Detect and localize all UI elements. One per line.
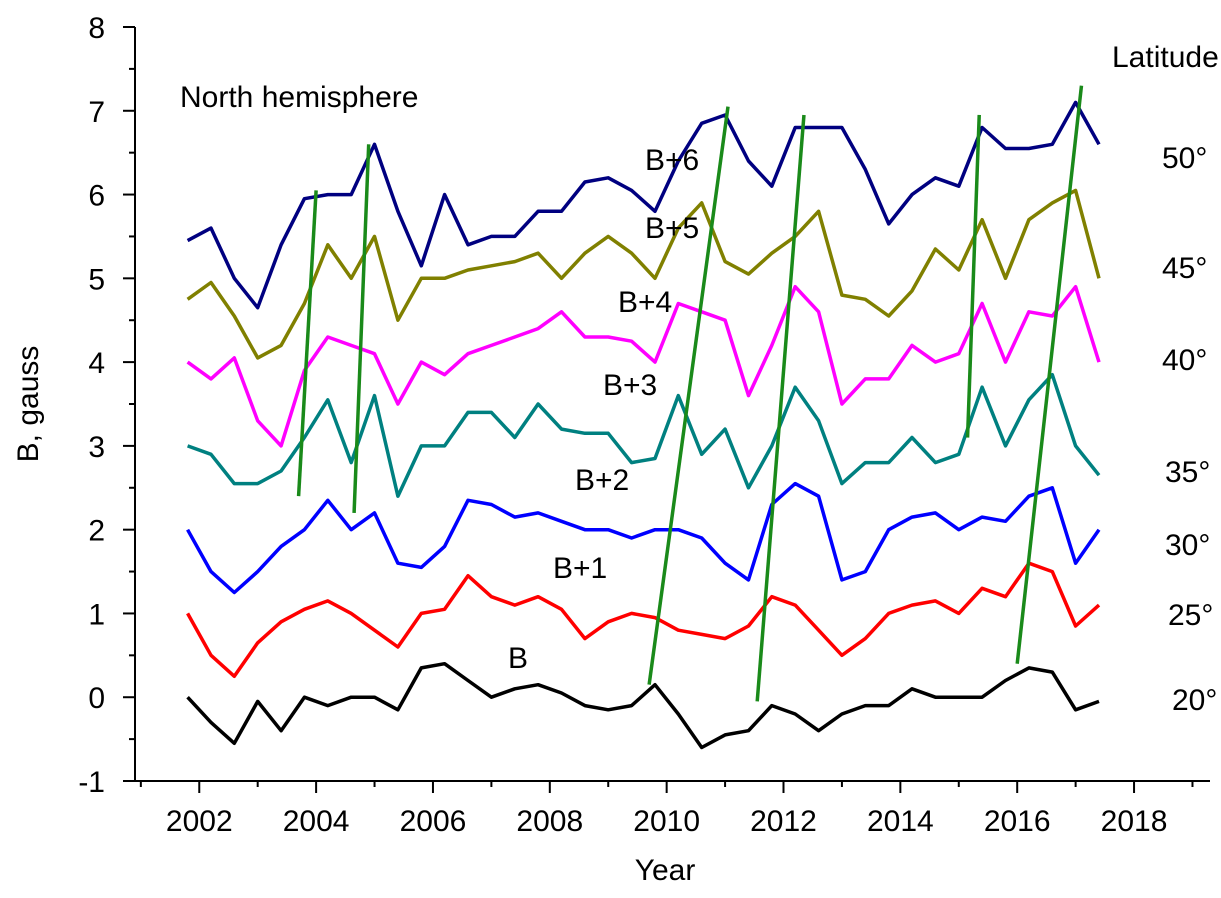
x-tick-label: 2018 [1101, 805, 1168, 838]
y-tick-label: 3 [88, 431, 105, 464]
latitude-label: 20° [1172, 684, 1217, 717]
x-tick-label: 2004 [283, 805, 350, 838]
latitude-label: 35° [1165, 456, 1210, 489]
series-line [186, 661, 1100, 750]
series-line [187, 372, 1101, 498]
series-line [186, 481, 1101, 595]
trend-line [1015, 85, 1084, 664]
series-label: B+2 [575, 464, 629, 497]
x-axis-label: Year [635, 854, 696, 887]
x-tick-label: 2016 [984, 805, 1051, 838]
series-line [186, 284, 1101, 448]
y-tick-label: 1 [88, 598, 105, 631]
y-tick-label: 4 [88, 347, 105, 380]
series-label: B+6 [645, 144, 699, 177]
x-tick-label: 2014 [867, 805, 934, 838]
series-line [186, 100, 1101, 310]
series-label: B+3 [603, 369, 657, 402]
x-tick-label: 2010 [633, 805, 700, 838]
y-tick-label: -1 [78, 766, 105, 799]
y-tick-label: 6 [88, 180, 105, 213]
series-label: B [508, 642, 528, 675]
x-tick-label: 2006 [400, 805, 467, 838]
latitude-label: 40° [1162, 344, 1207, 377]
y-tick-label: 8 [88, 12, 105, 45]
trend-line [647, 106, 730, 685]
y-tick-label: 2 [88, 515, 105, 548]
trend-line [296, 190, 318, 497]
x-tick-label: 2012 [750, 805, 817, 838]
series-line [186, 188, 1101, 360]
series-line [186, 561, 1101, 679]
annotation: North hemisphere [180, 81, 418, 114]
series-label: B+1 [553, 552, 607, 585]
trend-line [965, 114, 981, 438]
y-axis-label: B, gauss [12, 346, 45, 463]
y-tick-label: 5 [88, 263, 105, 296]
y-tick-label: 0 [88, 682, 105, 715]
x-tick-label: 2002 [166, 805, 233, 838]
annotation: Latitude [1112, 41, 1219, 74]
y-tick-label: 7 [88, 96, 105, 129]
trend-line [352, 144, 371, 513]
latitude-label: 45° [1162, 252, 1207, 285]
trend-line [755, 114, 806, 702]
latitude-label: 30° [1165, 529, 1210, 562]
latitude-label: 50° [1162, 142, 1207, 175]
latitude-label: 25° [1168, 599, 1213, 632]
series-label: B+5 [645, 212, 699, 245]
x-tick-label: 2008 [516, 805, 583, 838]
series-label: B+4 [618, 286, 672, 319]
